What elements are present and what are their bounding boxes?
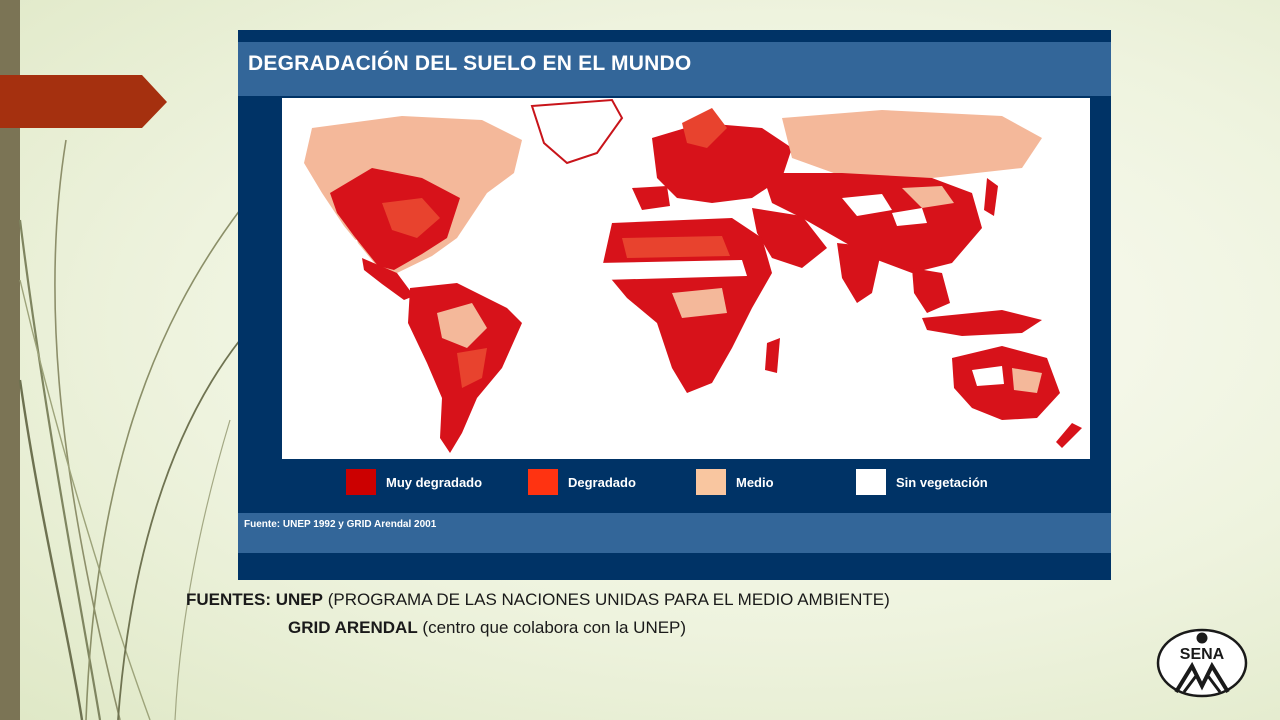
asia-white-1	[842, 194, 892, 216]
india	[837, 243, 882, 303]
indonesia	[922, 310, 1042, 336]
middle-east	[752, 208, 827, 268]
greenland	[530, 98, 624, 165]
iberia	[632, 186, 670, 210]
australia-medium	[1012, 368, 1042, 393]
africa-medium	[672, 288, 727, 318]
map-title-bar: DEGRADACIÓN DEL SUELO EN EL MUNDO	[238, 42, 1111, 96]
map-panel: DEGRADACIÓN DEL SUELO EN EL MUNDO	[238, 30, 1111, 580]
legend-item-sin-vegetacion: Sin vegetación	[856, 468, 988, 496]
legend-swatch	[528, 469, 558, 495]
asia-white-2	[892, 208, 927, 226]
legend-item-muy-degradado: Muy degradado	[346, 468, 482, 496]
world-map	[282, 98, 1090, 459]
legend-label: Muy degradado	[386, 474, 483, 490]
madagascar	[765, 338, 780, 373]
russia-north	[782, 110, 1042, 178]
legend-label: Medio	[736, 474, 774, 490]
south-america-medium	[437, 303, 487, 348]
australia	[952, 346, 1060, 420]
map-source-bar: Fuente: UNEP 1992 y GRID Arendal 2001	[238, 513, 1111, 553]
caption-grid-desc: (centro que colabora con la UNEP)	[417, 618, 687, 637]
legend-swatch	[696, 469, 726, 495]
caption-line-2: GRID ARENDAL (centro que colabora con la…	[288, 618, 686, 638]
mexico-white	[342, 238, 362, 260]
north-america-degraded-b	[382, 198, 440, 238]
sahara-white	[597, 260, 747, 280]
legend-item-degradado: Degradado	[528, 468, 636, 496]
asia-medium	[902, 186, 954, 208]
caption-grid-label: GRID ARENDAL	[288, 618, 418, 637]
legend-swatch	[856, 469, 886, 495]
scandinavia	[682, 108, 727, 148]
southeast-asia	[912, 268, 950, 313]
new-zealand	[1056, 423, 1082, 448]
legend-label: Degradado	[568, 474, 636, 490]
caption-unep-desc: (PROGRAMA DE LAS NACIONES UNIDAS PARA EL…	[322, 590, 890, 609]
japan	[984, 178, 998, 216]
legend-item-medio: Medio	[696, 468, 774, 496]
arrow-tab-decor	[0, 75, 167, 128]
arrow-tab-shape	[0, 75, 167, 128]
sena-logo-text: SENA	[1180, 646, 1225, 663]
map-title: DEGRADACIÓN DEL SUELO EN EL MUNDO	[248, 52, 692, 75]
australia-white	[972, 366, 1004, 386]
south-america-degraded	[457, 348, 487, 388]
caption-line-1: FUENTES: UNEP (PROGRAMA DE LAS NACIONES …	[186, 590, 890, 610]
legend-label: Sin vegetación	[896, 474, 988, 490]
caption-unep-label: FUENTES: UNEP	[186, 590, 323, 609]
central-america	[362, 258, 414, 300]
legend-swatch	[346, 469, 376, 495]
sena-logo-icon: SENA	[1156, 628, 1248, 698]
left-decor-strip	[0, 0, 20, 720]
africa-degraded	[622, 236, 730, 258]
decorative-curves	[18, 139, 241, 720]
map-source: Fuente: UNEP 1992 y GRID Arendal 2001	[244, 519, 437, 530]
world-map-svg	[304, 98, 1082, 453]
map-legend: Muy degradado Degradado Medio Sin vegeta…	[238, 466, 1111, 506]
